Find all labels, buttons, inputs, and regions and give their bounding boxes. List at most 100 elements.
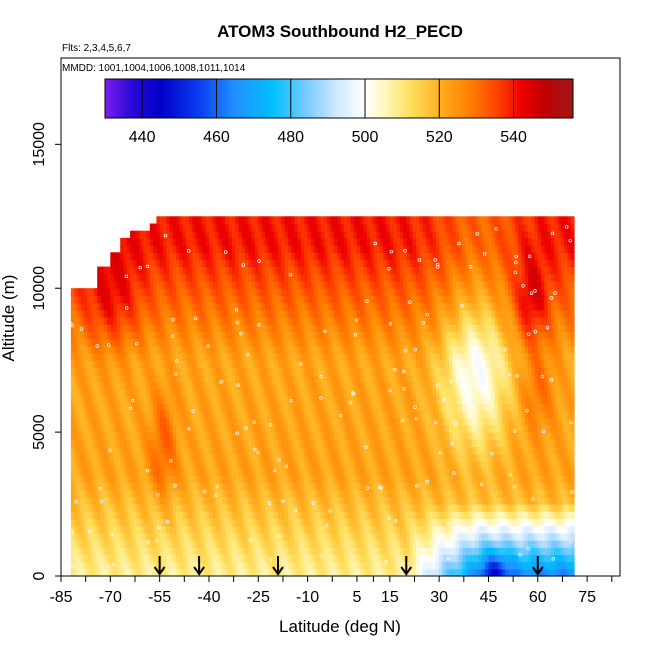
heatmap-cell: [120, 460, 125, 469]
heatmap-cell: [192, 216, 197, 225]
heatmap-cell: [403, 554, 407, 563]
heatmap-cell: [347, 432, 351, 440]
heatmap-cell: [172, 374, 177, 383]
heatmap-cell: [225, 482, 230, 491]
heatmap-cell: [80, 295, 85, 304]
heatmap-cell: [350, 353, 355, 361]
heatmap-cell: [383, 374, 388, 383]
heatmap-cell: [376, 273, 381, 282]
heatmap-cell: [182, 223, 187, 232]
heatmap-cell: [186, 381, 190, 390]
heatmap-cell: [291, 547, 296, 555]
heatmap-cell: [294, 439, 299, 448]
heatmap-cell: [209, 525, 213, 534]
heatmap-cell: [146, 374, 151, 383]
heatmap-cell: [399, 281, 404, 289]
heatmap-cell: [120, 554, 125, 563]
heatmap-cell: [195, 417, 200, 426]
heatmap-cell: [162, 561, 167, 570]
heatmap-cell: [80, 345, 85, 354]
heatmap-cell: [307, 317, 312, 325]
heatmap-cell: [107, 532, 111, 541]
heatmap-cell: [87, 453, 92, 462]
heatmap-cell: [301, 331, 305, 340]
heatmap-cell: [103, 374, 108, 383]
heatmap-cell: [291, 525, 296, 534]
heatmap-cell: [333, 295, 338, 304]
heatmap-cell: [166, 417, 171, 426]
heatmap-cell: [192, 540, 197, 548]
heatmap-cell: [363, 432, 368, 440]
heatmap-cell: [146, 345, 151, 354]
heatmap-cell: [389, 273, 394, 282]
heatmap-cell: [241, 439, 246, 448]
heatmap-cell: [176, 324, 180, 332]
heatmap-cell: [363, 317, 368, 325]
heatmap-cell: [333, 547, 338, 555]
heatmap-cell: [376, 417, 381, 426]
heatmap-cell: [100, 439, 105, 448]
heatmap-cell: [225, 381, 230, 390]
heatmap-cell: [304, 245, 309, 253]
heatmap-cell: [370, 468, 374, 476]
heatmap-cell: [143, 367, 148, 376]
heatmap-cell: [238, 317, 243, 325]
heatmap-cell: [291, 388, 296, 397]
heatmap-cell: [278, 446, 282, 455]
heatmap-cell: [304, 504, 309, 512]
heatmap-cell: [399, 237, 404, 246]
heatmap-cell: [310, 540, 315, 548]
heatmap-cell: [370, 367, 374, 376]
heatmap-cell: [205, 417, 210, 426]
heatmap-cell: [317, 245, 322, 253]
heatmap-cell: [363, 532, 368, 541]
heatmap-cell: [363, 496, 368, 505]
heatmap-cell: [107, 453, 111, 462]
heatmap-cell: [146, 331, 151, 340]
heatmap-cell: [304, 309, 309, 318]
heatmap-cell: [241, 417, 246, 426]
heatmap-cell: [383, 547, 388, 555]
heatmap-cell: [222, 475, 226, 484]
heatmap-cell: [301, 532, 305, 541]
heatmap-cell: [186, 504, 190, 512]
heatmap-cell: [103, 489, 108, 498]
heatmap-cell: [389, 417, 394, 426]
heatmap-cell: [169, 245, 174, 253]
heatmap-cell: [107, 547, 111, 555]
heatmap-cell: [153, 331, 157, 340]
heatmap-cell: [307, 496, 312, 505]
heatmap-cell: [84, 540, 88, 548]
heatmap-cell: [248, 388, 253, 397]
heatmap-cell: [245, 439, 249, 448]
heatmap-cell: [87, 511, 92, 520]
heatmap-cell: [202, 468, 207, 476]
heatmap-cell: [314, 453, 319, 462]
heatmap-cell: [232, 417, 236, 426]
heatmap-cell: [330, 518, 335, 527]
heatmap-cell: [110, 453, 115, 462]
heatmap-cell: [324, 439, 328, 448]
heatmap-cell: [215, 381, 220, 390]
heatmap-cell: [93, 482, 98, 491]
heatmap-cell: [222, 547, 226, 555]
heatmap-cell: [97, 360, 102, 368]
heatmap-cell: [235, 453, 240, 462]
heatmap-cell: [284, 525, 289, 534]
heatmap-cell: [287, 388, 292, 397]
heatmap-cell: [360, 403, 365, 412]
heatmap-cell: [139, 317, 144, 325]
heatmap-cell: [310, 532, 315, 541]
heatmap-cell: [110, 345, 115, 354]
heatmap-cell: [80, 439, 85, 448]
heatmap-cell: [149, 223, 154, 232]
heatmap-cell: [366, 288, 371, 296]
heatmap-cell: [130, 281, 134, 289]
heatmap-cell: [271, 475, 276, 484]
heatmap-cell: [80, 475, 85, 484]
heatmap-cell: [294, 453, 299, 462]
heatmap-cell: [123, 288, 128, 296]
heatmap-cell: [126, 374, 131, 383]
heatmap-cell: [393, 396, 397, 404]
heatmap-cell: [222, 317, 226, 325]
